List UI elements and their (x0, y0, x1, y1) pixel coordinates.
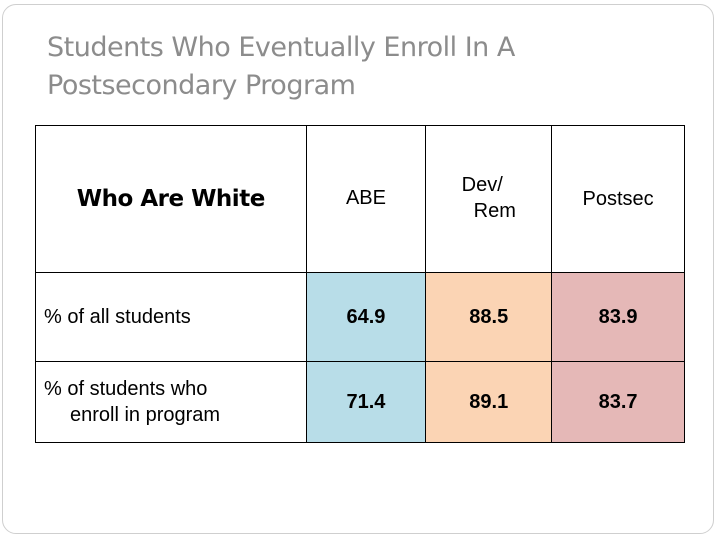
data-table: Who Are White ABE Dev/ Rem Postsec % of … (35, 125, 685, 443)
cell-postsec-all: 83.9 (551, 272, 685, 362)
cell-abe-enrolled: 71.4 (305, 361, 427, 443)
cell-dev-all: 88.5 (425, 272, 553, 362)
table-row: % of students who enroll in program 71.4… (35, 361, 685, 443)
column-header-postsec: Postsec (551, 125, 685, 273)
slide-title: Students Who Eventually Enroll In A Post… (47, 32, 515, 101)
corner-header: Who Are White (35, 125, 307, 273)
row-label-line2: enroll in program (70, 404, 221, 426)
column-header-abe: ABE (305, 125, 427, 273)
row-label-line1: % of students who (44, 378, 208, 400)
row-label-all-students: % of all students (35, 272, 307, 362)
row-label-enrolled-students: % of students who enroll in program (35, 361, 307, 443)
column-header-dev-line2: Rem (473, 200, 516, 222)
table-header-row: Who Are White ABE Dev/ Rem Postsec (35, 125, 685, 273)
column-header-dev-rem: Dev/ Rem (425, 125, 553, 273)
cell-dev-enrolled: 89.1 (425, 361, 553, 443)
table-row: % of all students 64.9 88.5 83.9 (35, 272, 685, 362)
column-header-dev-line1: Dev/ (461, 174, 503, 196)
cell-abe-all: 64.9 (305, 272, 427, 362)
cell-postsec-enrolled: 83.7 (551, 361, 685, 443)
